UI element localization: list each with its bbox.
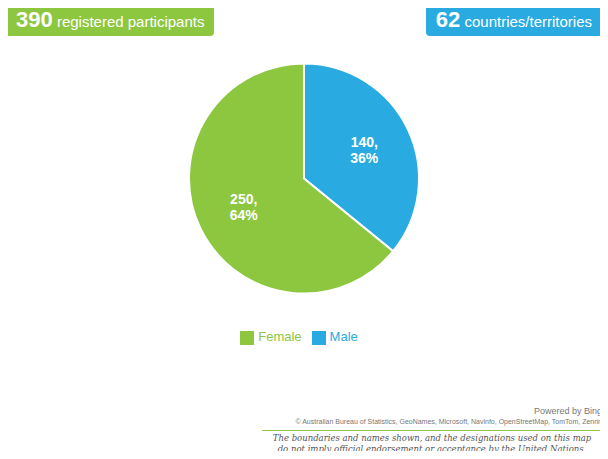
html-text:Male: Male [329,329,358,345]
html-text:The boundaries and names shown: The boundaries and names shown, and the … [272,433,592,443]
html-text:do not imply official endorsem: do not imply official endorsement or acc… [277,444,587,454]
html-text:Powered by Bing: Powered by Bing [534,406,602,416]
html-text:Female: Female [258,329,302,345]
html-text:62countries/territories: 62countries/territories [435,7,592,32]
html-text:© Australian Bureau of Statist: © Australian Bureau of Statistics, GeoNa… [295,418,602,425]
svg-text:250,64%: 250,64% [230,191,259,223]
html-text:390registered participants: 390registered participants [16,7,205,32]
svg-text:140,36%: 140,36% [350,134,379,166]
